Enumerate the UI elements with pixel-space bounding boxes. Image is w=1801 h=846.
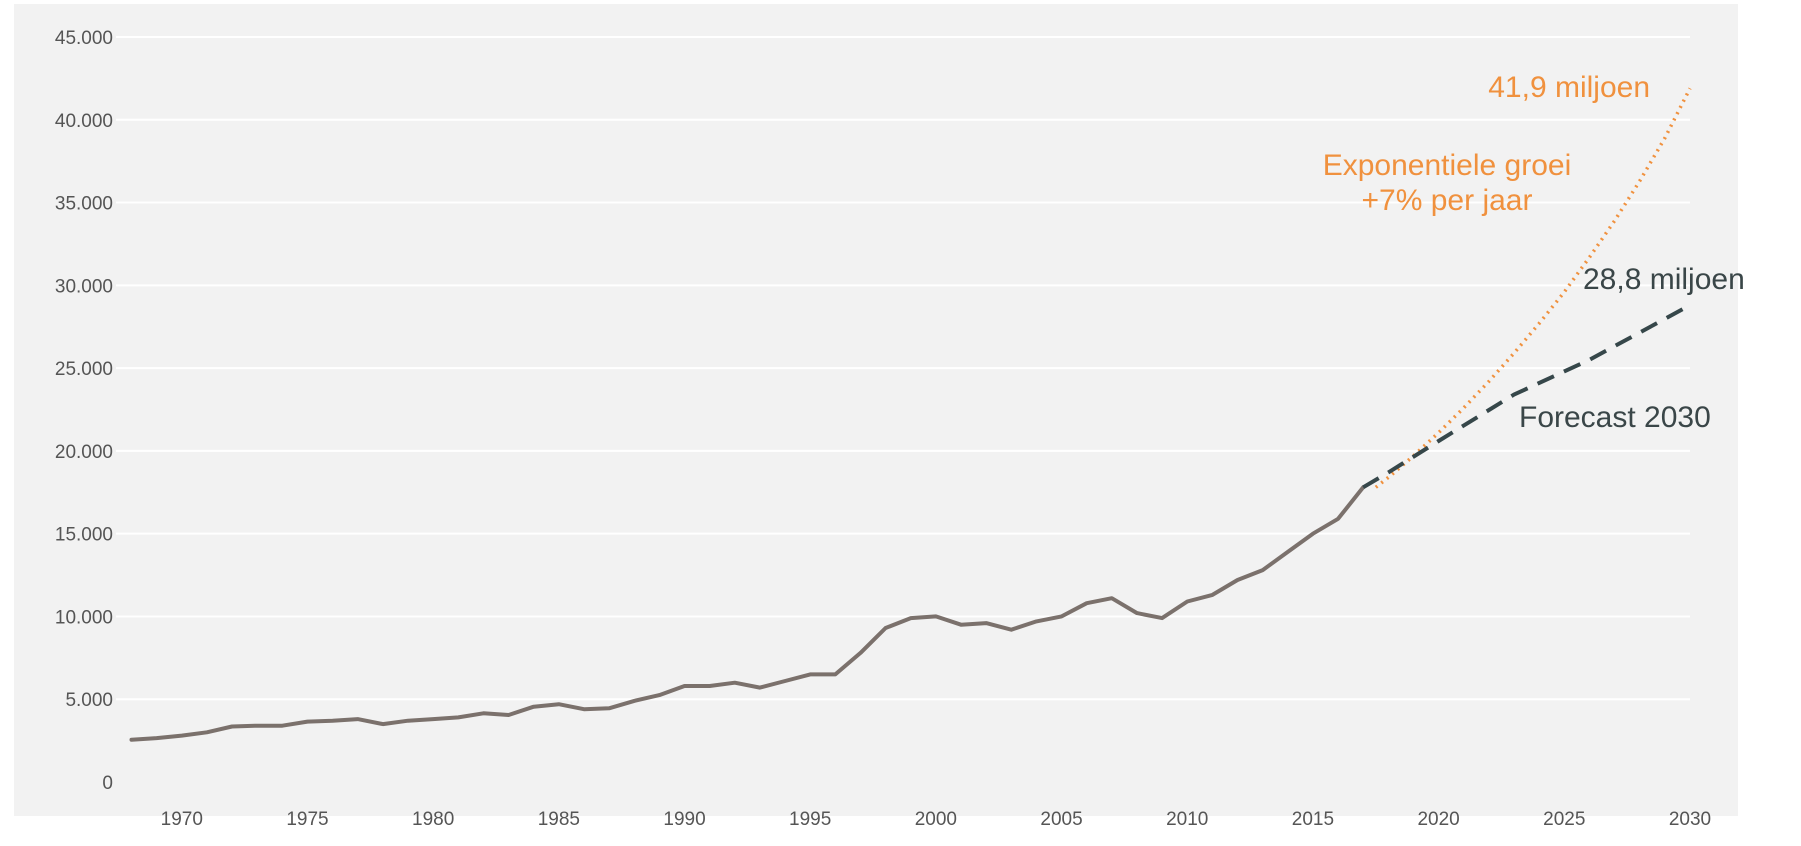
y-tick-label: 40.000 — [55, 111, 113, 132]
y-tick-label: 35.000 — [55, 194, 113, 215]
x-tick-label: 1970 — [161, 809, 203, 830]
y-tick-label: 20.000 — [55, 442, 113, 463]
x-tick-label: 1985 — [538, 809, 580, 830]
grid-lines — [116, 36, 1690, 701]
x-tick-label: 2010 — [1166, 809, 1208, 830]
y-tick-label: 30.000 — [55, 276, 113, 297]
annotations: 41,9 miljoen Exponentiele groei +7% per … — [1323, 71, 1745, 434]
x-tick-label: 2015 — [1292, 809, 1334, 830]
x-tick-label: 2000 — [915, 809, 957, 830]
y-tick-label: 45.000 — [55, 28, 113, 49]
x-tick-label: 2020 — [1417, 809, 1459, 830]
x-tick-label: 2025 — [1543, 809, 1585, 830]
exponential-value-annotation: 41,9 miljoen — [1488, 71, 1650, 104]
x-tick-label: 1990 — [663, 809, 705, 830]
y-tick-label: 5.000 — [65, 690, 113, 711]
x-tick-label: 1995 — [789, 809, 831, 830]
x-axis-tick-labels: 1970 1975 1980 1985 1990 1995 2000 2005 2010 2015… — [161, 809, 1712, 830]
forecast-dashed-line — [1362, 303, 1691, 490]
x-tick-label: 1980 — [412, 809, 454, 830]
x-tick-label: 2030 — [1669, 809, 1711, 830]
y-tick-label: 10.000 — [55, 607, 113, 628]
series-lines — [129, 87, 1692, 742]
historical-line — [129, 485, 1366, 742]
y-tick-label: 25.000 — [55, 359, 113, 380]
x-tick-label: 1975 — [286, 809, 328, 830]
exponential-label-line1: Exponentiele groei — [1323, 149, 1572, 182]
chart-background — [14, 4, 1738, 816]
forecast-value-annotation: 28,8 miljoen — [1583, 263, 1745, 296]
y-tick-label: 0 — [102, 773, 113, 794]
forecast-label-annotation: Forecast 2030 — [1519, 401, 1711, 434]
y-axis-tick-labels: 0 5.000 10.000 15.000 20.000 25.000 30.000 35.0… — [55, 28, 113, 794]
exponential-label-line2: +7% per jaar — [1362, 184, 1533, 217]
x-tick-label: 2005 — [1040, 809, 1082, 830]
y-tick-label: 15.000 — [55, 525, 113, 546]
